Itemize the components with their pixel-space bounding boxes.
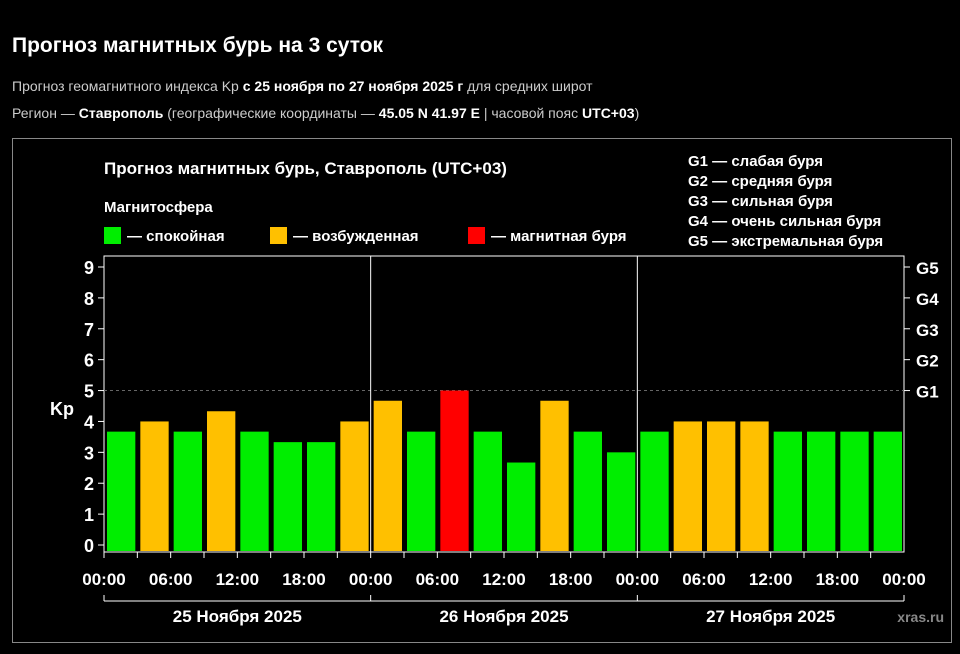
day-label: 26 Ноября 2025 bbox=[439, 607, 568, 626]
kp-bar bbox=[740, 421, 769, 551]
legend-label: — возбужденная bbox=[293, 228, 419, 245]
g-level-label: G1 bbox=[916, 383, 939, 402]
kp-bar bbox=[873, 431, 902, 551]
kp-bar bbox=[707, 421, 736, 551]
chart-title: Прогноз магнитных бурь, Ставрополь (UTC+… bbox=[104, 159, 507, 178]
y-tick-label: 7 bbox=[84, 320, 94, 340]
legend-label: — магнитная буря bbox=[491, 228, 627, 245]
g-legend-item: G4 — очень сильная буря bbox=[688, 213, 881, 230]
x-tick-label: 06:00 bbox=[416, 570, 459, 589]
kp-bar bbox=[307, 442, 336, 551]
x-tick-label: 00:00 bbox=[349, 570, 392, 589]
x-tick-label: 18:00 bbox=[816, 570, 859, 589]
region-info: Регион — Ставрополь (географические коор… bbox=[12, 105, 640, 121]
x-tick-label: 12:00 bbox=[216, 570, 259, 589]
legend-title: Магнитосфера bbox=[104, 199, 213, 216]
x-tick-label: 12:00 bbox=[749, 570, 792, 589]
plot-area bbox=[103, 255, 905, 553]
kp-bar bbox=[473, 431, 502, 551]
kp-bar bbox=[107, 431, 136, 551]
forecast-subtitle: Прогноз геомагнитного индекса Kp с 25 но… bbox=[12, 78, 593, 94]
kp-bar bbox=[140, 421, 169, 551]
kp-bar bbox=[240, 431, 269, 551]
x-tick-label: 12:00 bbox=[482, 570, 525, 589]
legend-label: — спокойная bbox=[127, 228, 225, 245]
y-tick-label: 9 bbox=[84, 258, 94, 278]
y-axis-label: Kp bbox=[50, 399, 74, 419]
kp-bar bbox=[407, 431, 436, 551]
y-tick-label: 4 bbox=[84, 412, 94, 432]
legend-swatch bbox=[270, 227, 287, 244]
g-legend-item: G5 — экстремальная буря bbox=[688, 233, 883, 250]
kp-bar bbox=[640, 431, 669, 551]
y-tick-label: 2 bbox=[84, 474, 94, 494]
g-level-label: G2 bbox=[916, 352, 939, 371]
kp-bar bbox=[207, 411, 236, 551]
y-tick-label: 5 bbox=[84, 382, 94, 402]
g-legend-item: G2 — средняя буря bbox=[688, 173, 832, 190]
page-title: Прогноз магнитных бурь на 3 суток bbox=[12, 34, 384, 57]
day-label: 25 Ноября 2025 bbox=[173, 607, 302, 626]
kp-bar bbox=[673, 421, 702, 551]
kp-bar bbox=[807, 431, 836, 551]
kp-bar bbox=[273, 442, 302, 551]
kp-bar bbox=[773, 431, 802, 551]
legend-swatch bbox=[104, 227, 121, 244]
y-tick-label: 3 bbox=[84, 443, 94, 463]
legend-swatch bbox=[468, 227, 485, 244]
y-tick-label: 0 bbox=[84, 536, 94, 556]
day-label: 27 Ноября 2025 bbox=[706, 607, 835, 626]
x-tick-label: 00:00 bbox=[882, 570, 925, 589]
kp-bar bbox=[507, 462, 536, 551]
x-tick-label: 06:00 bbox=[682, 570, 725, 589]
kp-bar bbox=[540, 400, 569, 551]
kp-bar bbox=[373, 400, 402, 551]
x-tick-label: 06:00 bbox=[149, 570, 192, 589]
y-tick-label: 6 bbox=[84, 351, 94, 371]
g-legend-item: G3 — сильная буря bbox=[688, 193, 833, 210]
chart-frame bbox=[12, 138, 952, 643]
kp-bar bbox=[440, 390, 469, 551]
g-level-label: G4 bbox=[916, 290, 939, 309]
watermark: xras.ru bbox=[897, 609, 944, 625]
kp-bar bbox=[573, 431, 602, 551]
x-tick-label: 00:00 bbox=[82, 570, 125, 589]
x-tick-label: 18:00 bbox=[549, 570, 592, 589]
kp-bar bbox=[607, 452, 636, 551]
y-tick-label: 8 bbox=[84, 289, 94, 309]
x-tick-label: 00:00 bbox=[616, 570, 659, 589]
kp-bar bbox=[173, 431, 202, 551]
g-level-label: G3 bbox=[916, 321, 939, 340]
g-level-label: G5 bbox=[916, 259, 939, 278]
kp-bar bbox=[840, 431, 869, 551]
y-tick-label: 1 bbox=[84, 505, 94, 525]
kp-bar bbox=[340, 421, 369, 551]
x-tick-label: 18:00 bbox=[282, 570, 325, 589]
g-legend-item: G1 — слабая буря bbox=[688, 153, 823, 170]
